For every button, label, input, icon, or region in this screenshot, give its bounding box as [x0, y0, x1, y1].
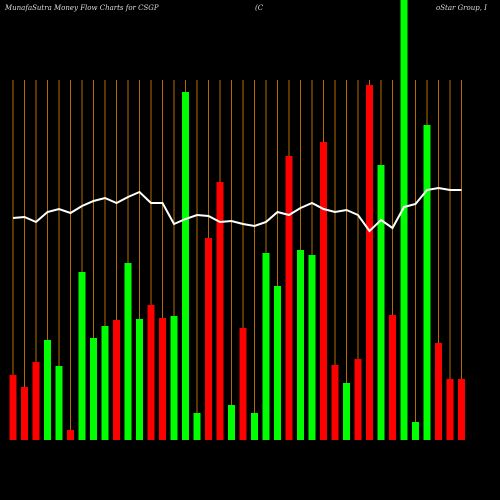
bar [182, 92, 189, 440]
bar [400, 0, 408, 440]
bar [44, 340, 51, 440]
bar [262, 253, 270, 440]
bar [239, 328, 247, 440]
bar [354, 359, 362, 440]
bar [21, 387, 28, 440]
bar [297, 250, 304, 440]
bar [377, 165, 385, 440]
bar [412, 422, 419, 440]
bar [331, 365, 339, 440]
bar [251, 413, 258, 440]
bar [228, 405, 235, 440]
bar [55, 366, 63, 440]
price-line [12, 186, 462, 233]
bar [32, 362, 40, 440]
bar [446, 379, 454, 440]
bar [389, 315, 396, 440]
bar [159, 318, 166, 440]
bar [320, 142, 327, 440]
bar [170, 316, 178, 440]
bar [124, 263, 132, 440]
bar [205, 238, 212, 440]
bar [423, 125, 431, 440]
bar [285, 156, 293, 440]
bar [308, 255, 316, 440]
bar [67, 430, 74, 440]
chart-subtitle: (C [255, 4, 264, 12]
bar [193, 413, 201, 440]
chart-subtitle: oStar Group, I [436, 4, 487, 12]
bar [274, 286, 281, 440]
bar [343, 383, 350, 440]
bar [435, 343, 442, 440]
bar [216, 182, 224, 440]
bar [9, 375, 17, 440]
bar [113, 320, 120, 440]
bar [101, 326, 109, 440]
chart-title: MunafaSutra Money Flow Charts for CSGP [4, 4, 159, 12]
bar [136, 319, 143, 440]
bar [147, 305, 155, 440]
bar [458, 379, 465, 440]
bar [78, 272, 86, 440]
bar [90, 338, 97, 440]
bar [366, 85, 373, 440]
